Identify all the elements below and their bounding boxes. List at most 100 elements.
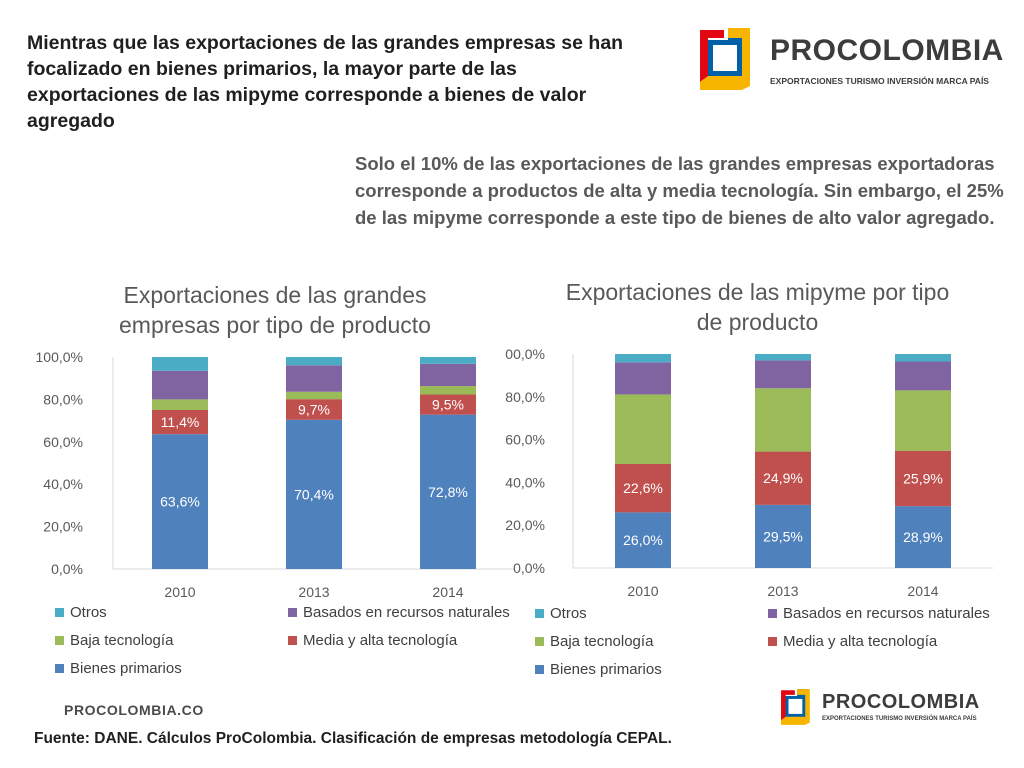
legend-swatch — [55, 663, 64, 673]
bar-data-label: 72,8% — [428, 484, 468, 500]
bar-segment — [615, 394, 671, 464]
bar-segment — [895, 390, 951, 451]
legend-swatch — [535, 636, 544, 646]
legend-swatch — [288, 635, 297, 645]
legend-label: Otros — [70, 604, 107, 621]
legend-label: Baja tecnología — [550, 633, 654, 650]
source-note: Fuente: DANE. Cálculos ProColombia. Clas… — [34, 730, 672, 747]
legend-label: Media y alta tecnología — [783, 633, 938, 650]
legend-item: Media y alta tecnología — [768, 633, 937, 650]
y-tick-label: 0,0% — [513, 560, 545, 576]
website-link[interactable]: PROCOLOMBIA.CO — [64, 702, 204, 718]
chart-mipyme: 0,0% 20,0% 40,0% 60,0% 80,0% 100,0% 26,0% 22,6%… — [505, 346, 993, 599]
bar-data-label: 26,0% — [623, 532, 663, 548]
headline: Mientras que las exportaciones de las gr… — [27, 32, 624, 132]
legend-label: Basados en recursos naturales — [303, 604, 510, 621]
y-tick-label: 20,0% — [505, 517, 545, 533]
legend-label: Basados en recursos naturales — [783, 605, 990, 622]
chart-title-mipyme: Exportaciones de las mipyme por tipo de … — [565, 279, 950, 335]
bar-segment — [755, 504, 811, 568]
x-category-label: 2010 — [627, 583, 658, 599]
bar-segment — [755, 360, 811, 389]
bar-segment — [152, 410, 208, 435]
bar-segment — [286, 399, 342, 420]
bar-data-label: 28,9% — [903, 529, 943, 545]
y-tick-label: 40,0% — [505, 474, 545, 490]
bar-data-label: 25,9% — [903, 470, 943, 486]
bar-segment — [615, 354, 671, 363]
bar-segment — [895, 354, 951, 362]
legend-item: Basados en recursos naturales — [288, 604, 510, 621]
y-tick-label: 100,0% — [36, 349, 83, 365]
bar-segment — [420, 386, 476, 395]
y-tick-label: 0,0% — [51, 561, 83, 577]
legend-label: Baja tecnología — [70, 632, 174, 649]
procolombia-logo-mark — [700, 28, 750, 90]
bar-segment — [286, 365, 342, 392]
bar-segment — [615, 463, 671, 513]
bar-segment — [895, 450, 951, 507]
chart-title-grandes: Exportaciones de las grandes empresas po… — [119, 282, 431, 338]
y-tick-label: 100,0% — [505, 346, 545, 362]
y-tick-label: 40,0% — [43, 476, 83, 492]
bar-segment — [152, 434, 208, 569]
y-tick-label: 20,0% — [43, 519, 83, 535]
bar-segment — [895, 361, 951, 391]
legend-swatch — [535, 608, 544, 618]
bar-data-label: 9,7% — [298, 401, 330, 417]
procolombia-logo-small: PROCOLOMBIA EXPORTACIONES TURISMO INVERS… — [780, 688, 1000, 726]
bar-segment — [420, 363, 476, 387]
logo-tagline-small: EXPORTACIONES TURISMO INVERSIÓN MARCA PA… — [822, 716, 977, 722]
legend-item: Otros — [55, 604, 107, 621]
logo-wordmark: PROCOLOMBIA — [770, 34, 1004, 67]
logo-tagline: EXPORTACIONES TURISMO INVERSIÓN MARCA PA… — [770, 76, 989, 86]
x-category-label: 2014 — [432, 584, 463, 600]
legend-swatch — [55, 607, 64, 617]
x-category-label: 2010 — [164, 584, 195, 600]
bar-data-label: 70,4% — [294, 486, 334, 502]
bar-segment — [286, 357, 342, 366]
bar-segment — [420, 357, 476, 364]
y-tick-label: 80,0% — [43, 391, 83, 407]
legend-item: Basados en recursos naturales — [768, 605, 990, 622]
bar-data-label: 22,6% — [623, 480, 663, 496]
x-category-label: 2014 — [907, 583, 938, 599]
legend-swatch — [768, 636, 777, 646]
legend-item: Baja tecnología — [535, 633, 653, 650]
legend-item: Otros — [535, 605, 587, 622]
legend-label: Otros — [550, 605, 587, 622]
procolombia-logo-mark-small — [781, 689, 810, 725]
y-tick-label: 60,0% — [505, 432, 545, 448]
bar-data-label: 29,5% — [763, 528, 803, 544]
legend-grandes: Otros Basados en recursos naturales Baja t… — [55, 604, 525, 690]
legend-swatch — [768, 608, 777, 618]
legend-label: Bienes primarios — [550, 661, 662, 678]
bar-segment — [286, 419, 342, 569]
legend-item: Baja tecnología — [55, 632, 173, 649]
y-tick-label: 60,0% — [43, 434, 83, 450]
legend-swatch — [55, 635, 64, 645]
bar-data-label: 11,4% — [161, 414, 200, 430]
bar-segment — [152, 370, 208, 400]
legend-mipyme: Otros Basados en recursos naturales Baja t… — [535, 605, 1015, 691]
legend-item: Bienes primarios — [535, 661, 662, 678]
bar-segment — [420, 414, 476, 569]
bar-segment — [755, 354, 811, 361]
chart-grandes: 0,0% 20,0% 40,0% 60,0% 80,0% 100,0% 63,6% 11,4%… — [36, 349, 515, 600]
legend-swatch — [535, 664, 544, 674]
legend-item: Media y alta tecnología — [288, 632, 457, 649]
legend-item: Bienes primarios — [55, 660, 182, 677]
bar-segment — [152, 357, 208, 371]
bar-segment — [755, 388, 811, 452]
legend-label: Bienes primarios — [70, 660, 182, 677]
bar-segment — [615, 362, 671, 395]
bar-segment — [895, 506, 951, 568]
subheadline: Solo el 10% de las exportaciones de las … — [355, 153, 1004, 228]
bar-data-label: 24,9% — [763, 470, 803, 486]
bar-segment — [755, 451, 811, 505]
x-category-label: 2013 — [298, 584, 329, 600]
legend-label: Media y alta tecnología — [303, 632, 458, 649]
bar-segment — [615, 512, 671, 568]
bar-data-label: 63,6% — [160, 494, 200, 510]
bar-segment — [152, 399, 208, 410]
